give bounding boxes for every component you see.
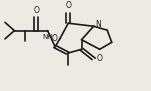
Text: O: O	[51, 34, 57, 43]
Text: N: N	[95, 20, 101, 29]
Text: O: O	[65, 1, 71, 10]
Text: O: O	[96, 54, 102, 63]
Text: O: O	[33, 6, 39, 15]
Text: NH: NH	[42, 34, 53, 40]
